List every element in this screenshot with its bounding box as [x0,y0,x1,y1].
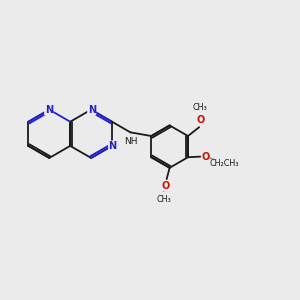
Text: N: N [88,105,96,115]
Text: CH₃: CH₃ [156,195,171,204]
Text: NH: NH [124,137,138,146]
Text: O: O [162,181,170,191]
Text: O: O [201,152,209,162]
Text: O: O [196,115,205,125]
Text: N: N [109,141,117,151]
Text: CH₃: CH₃ [193,103,208,112]
Text: N: N [45,105,53,115]
Text: methoxy: methoxy [197,114,203,115]
Text: CH₂CH₃: CH₂CH₃ [210,159,239,168]
